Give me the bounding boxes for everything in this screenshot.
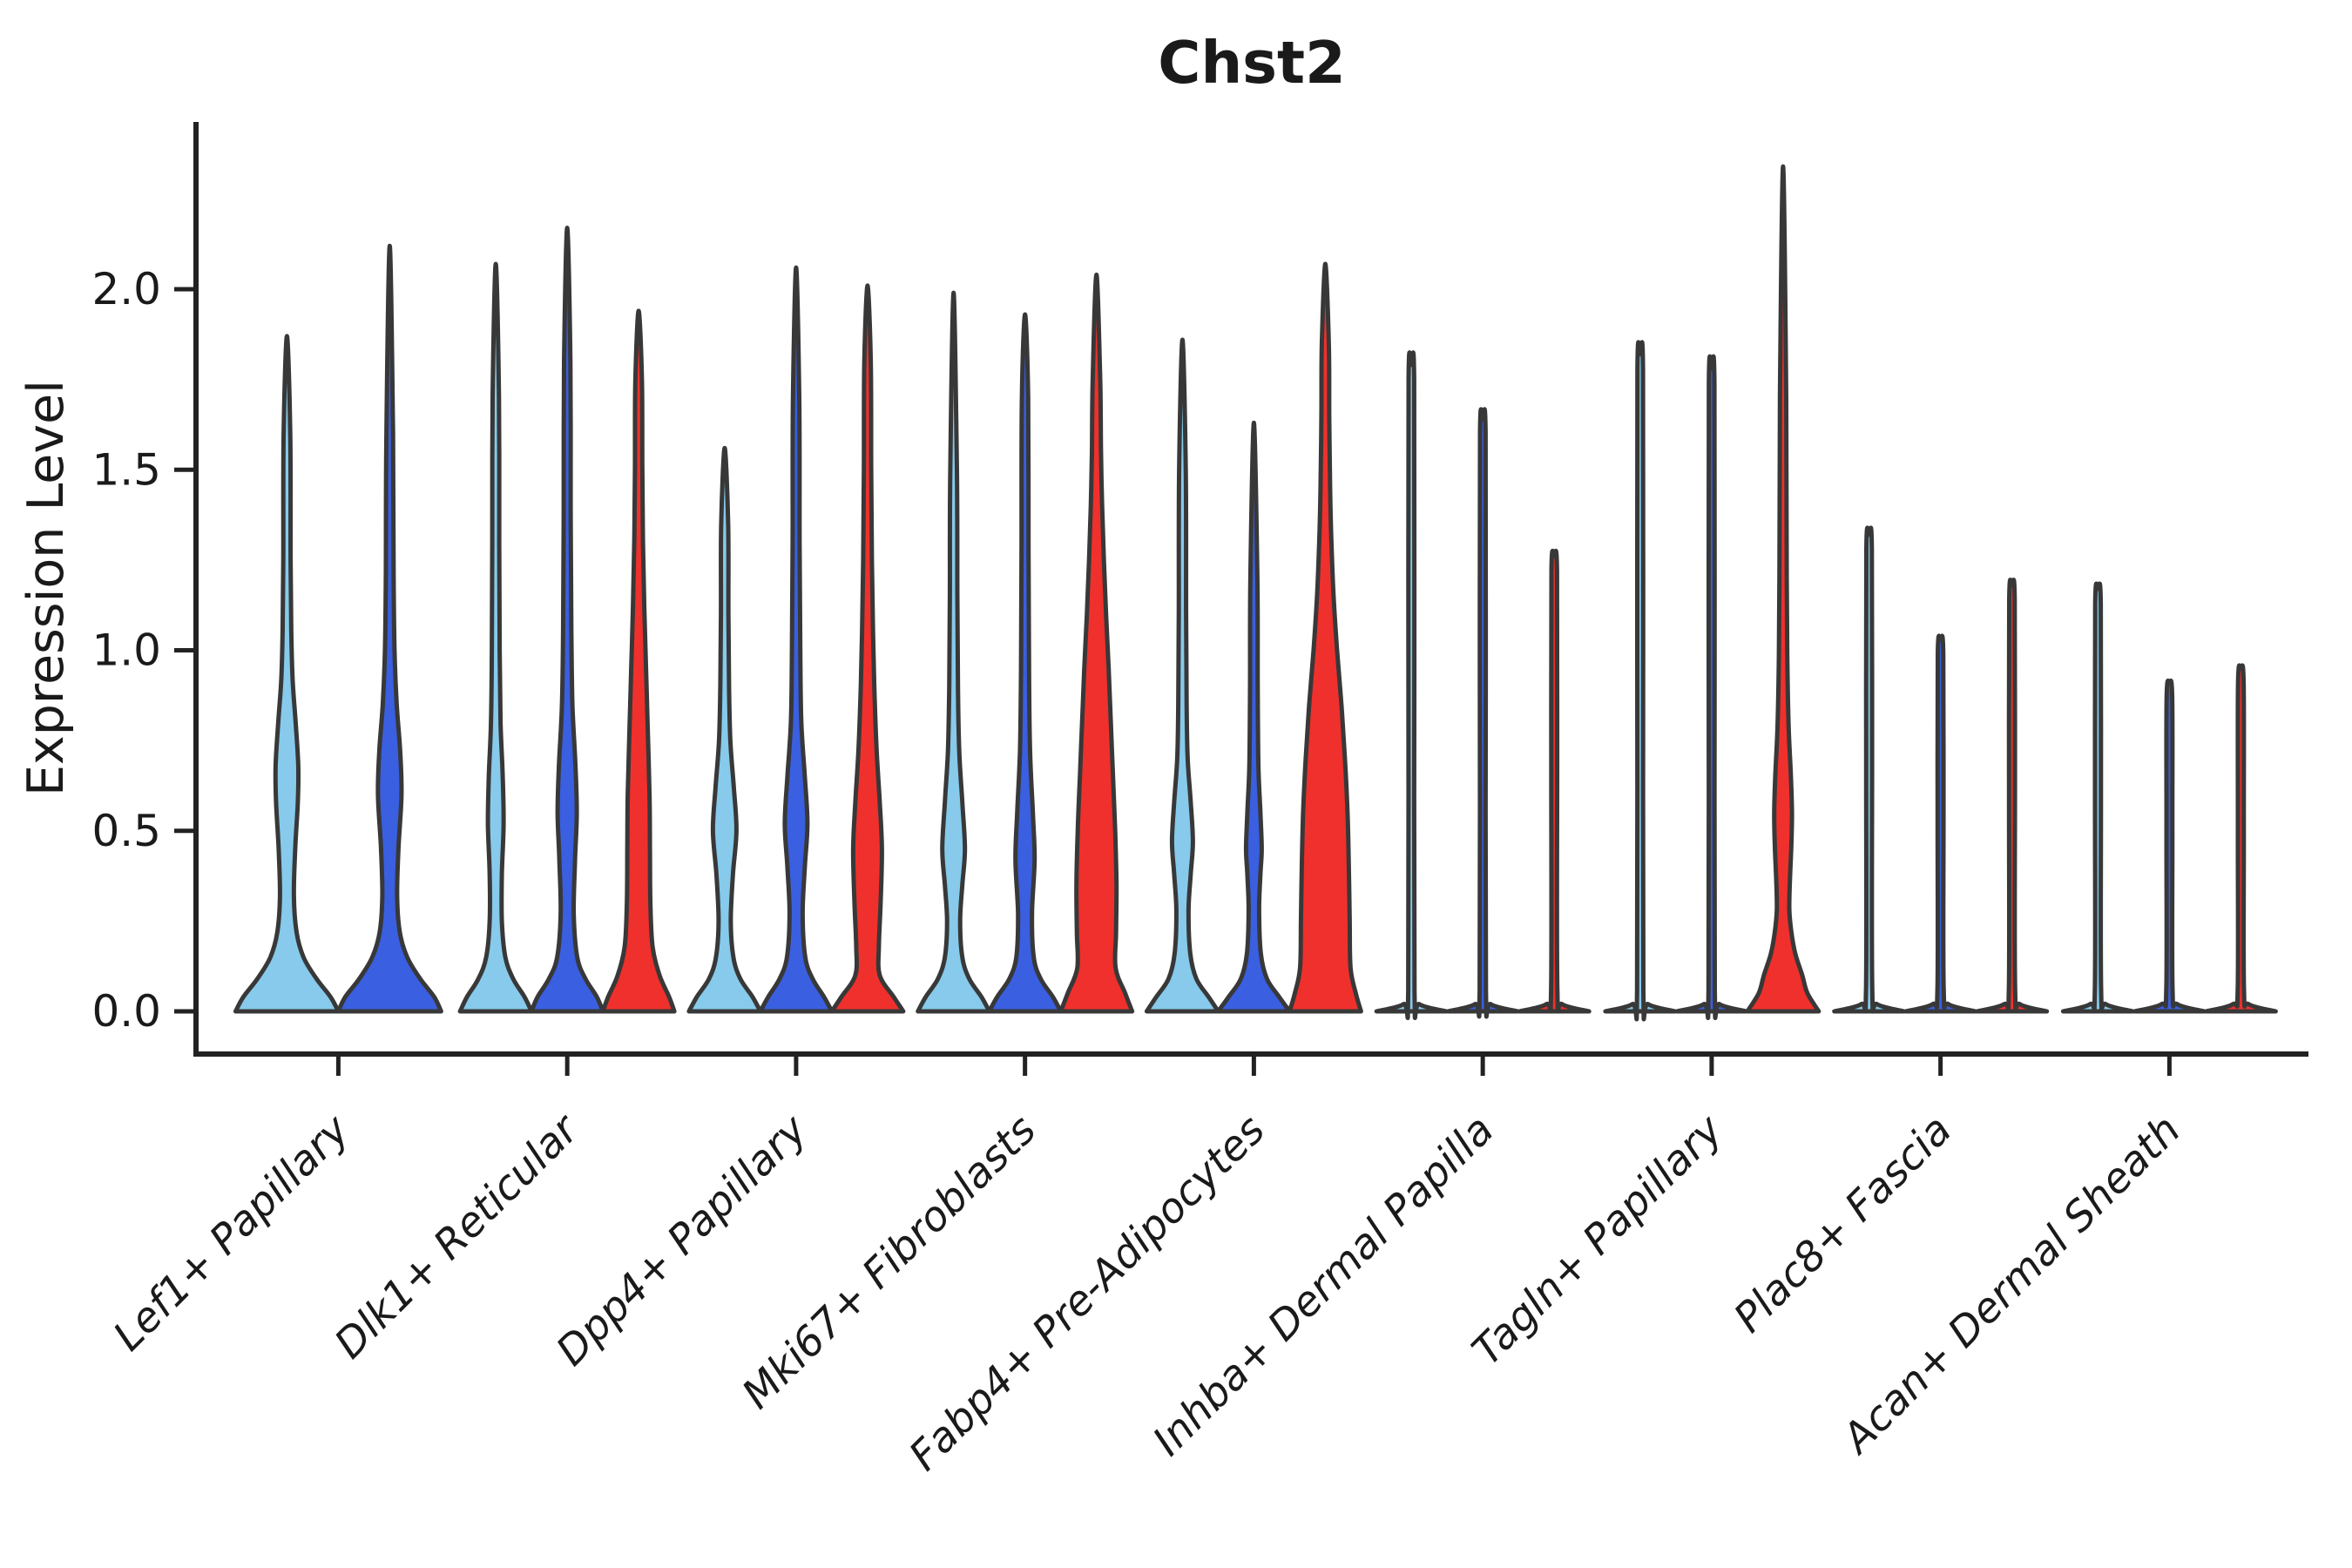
x-tick-label: Dlk1+ Reticular: [326, 1105, 590, 1369]
violin-mki67-light_blue: [916, 290, 992, 1014]
violin-plac8-dark_blue: [1903, 633, 1978, 1014]
violin-dlk1-dark_blue: [529, 226, 605, 1014]
x-tick-label: Plac8+ Fascia: [1725, 1106, 1961, 1342]
violin-inhba-dark_blue: [1445, 407, 1520, 1019]
violin-dpp4-dark_blue: [758, 265, 835, 1014]
violin-tagln-red: [1745, 164, 1821, 1014]
violins-layer: [233, 164, 2278, 1022]
violin-inhba-red: [1517, 548, 1592, 1014]
y-tick-label: 0.5: [91, 806, 161, 856]
violin-acan-dark_blue: [2132, 678, 2207, 1014]
violin-dlk1-light_blue: [457, 261, 534, 1014]
violin-dlk1-red: [600, 308, 677, 1014]
violin-mki67-dark_blue: [987, 312, 1064, 1014]
chart-title: Chst2: [1158, 29, 1345, 97]
y-tick-label: 1.0: [91, 625, 161, 676]
y-tick-label: 2.0: [91, 264, 161, 314]
x-tick-label: Dpp4+ Papillary: [547, 1105, 817, 1375]
violin-fabp4-light_blue: [1144, 337, 1220, 1014]
y-tick-label: 0.0: [91, 986, 161, 1037]
violin-tagln-light_blue: [1603, 340, 1678, 1022]
violin-inhba-light_blue: [1374, 350, 1449, 1020]
violin-plac8-red: [1975, 578, 2050, 1014]
x-tick-label: Tagln+ Papillary: [1463, 1105, 1734, 1375]
violin-lef1-dark_blue: [335, 243, 443, 1014]
violin-fabp4-red: [1287, 261, 1363, 1014]
x-tick-label: Lef1+ Papillary: [105, 1105, 360, 1361]
violin-plac8-light_blue: [1832, 525, 1907, 1014]
violin-fabp4-dark_blue: [1215, 420, 1292, 1014]
violin-acan-light_blue: [2060, 581, 2135, 1014]
violin-dpp4-light_blue: [686, 445, 763, 1014]
violin-tagln-dark_blue: [1674, 354, 1749, 1020]
violin-mki67-red: [1058, 272, 1135, 1014]
y-tick-label: 1.5: [91, 444, 161, 495]
violin-dpp4-red: [829, 283, 906, 1014]
violin-acan-red: [2203, 663, 2278, 1014]
violin-lef1-light_blue: [233, 334, 341, 1014]
y-axis-label: Expression Level: [17, 380, 75, 796]
